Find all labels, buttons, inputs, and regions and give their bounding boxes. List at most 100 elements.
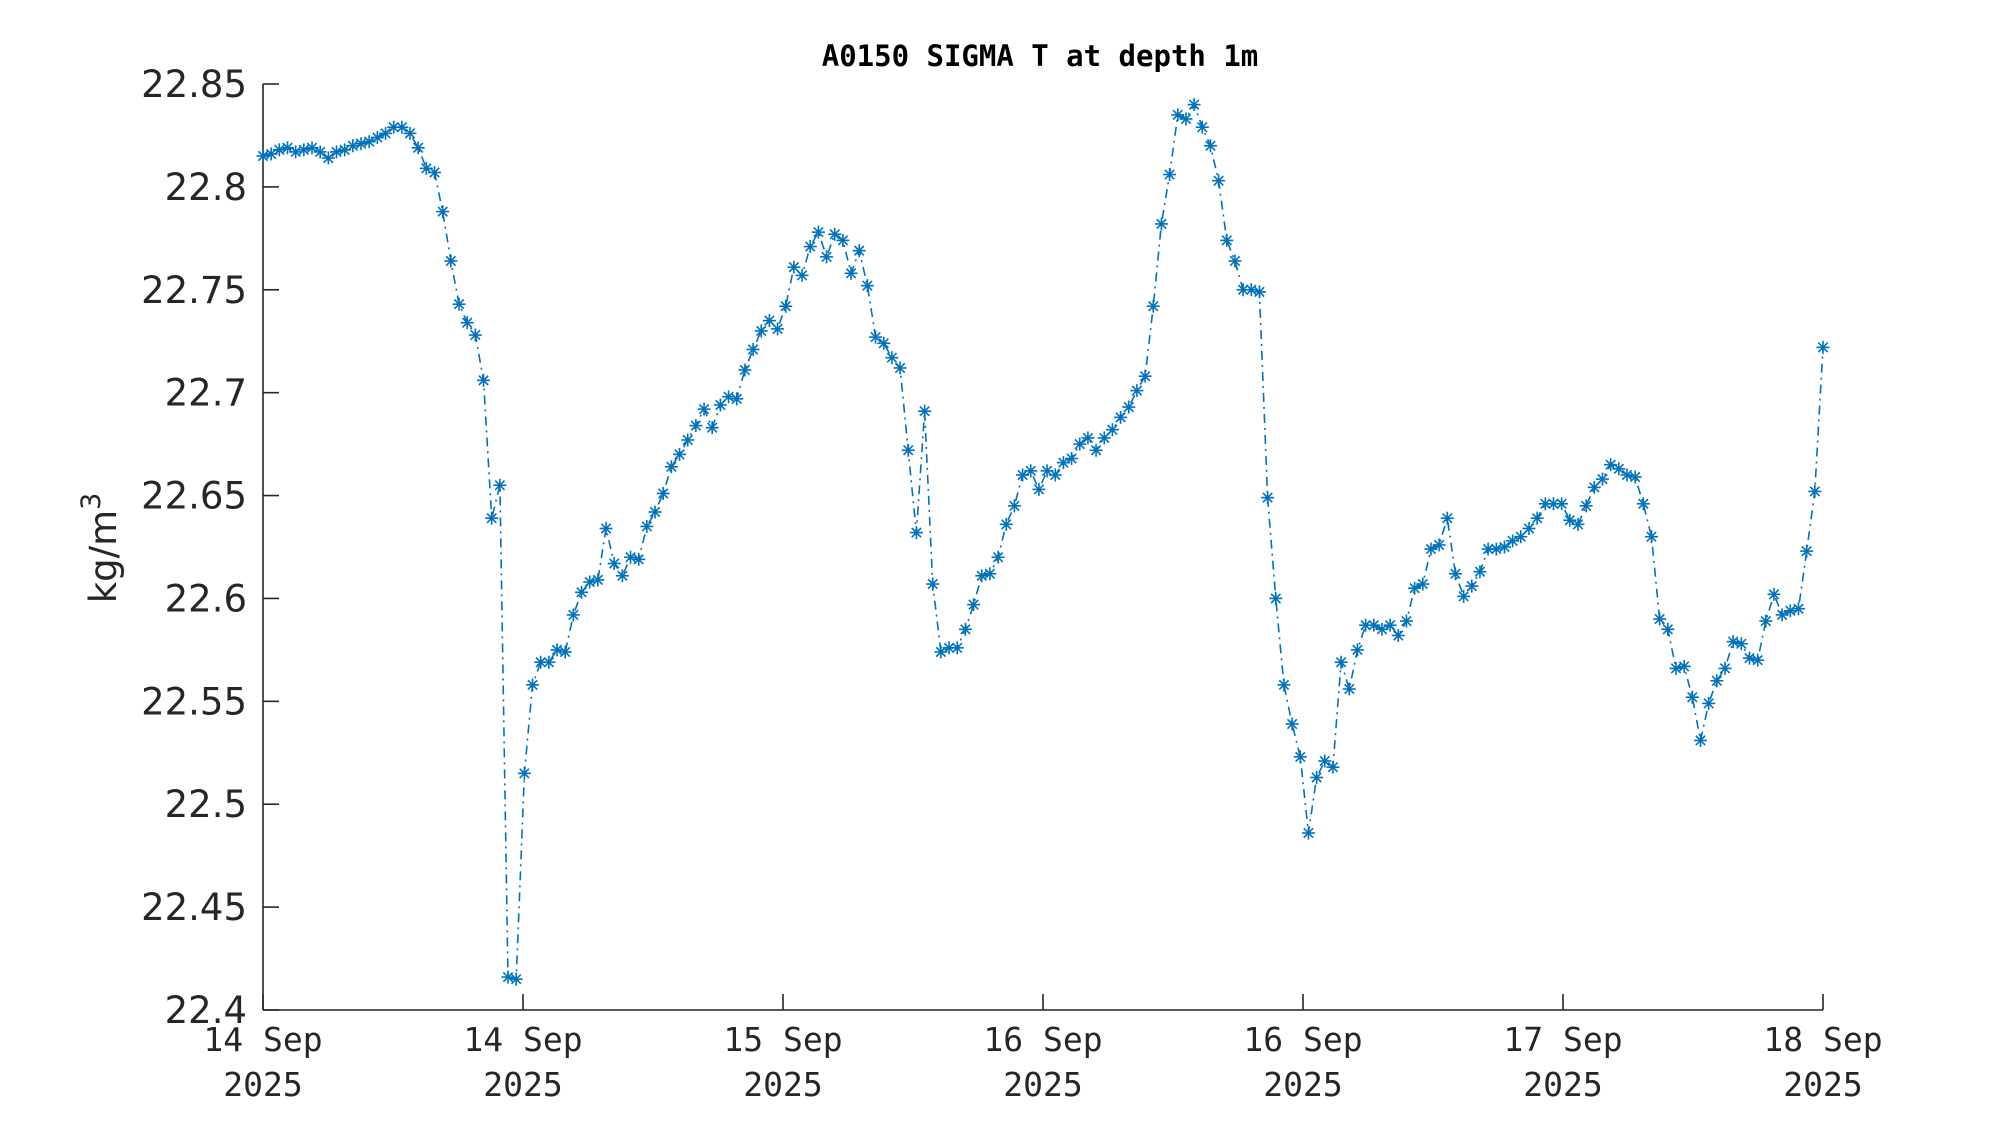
data-point (648, 505, 662, 519)
data-point (1710, 674, 1724, 688)
data-point (795, 268, 809, 282)
y-axis-label: kg/m3 (76, 493, 125, 604)
y-ticks: 22.4 22.45 22.5 22.55 22.6 22.65 22.7 22.75 22.8… (141, 63, 279, 1032)
x-tick-label-date: 16 Sep (1243, 1020, 1362, 1059)
data-point (1252, 285, 1266, 299)
data-point (411, 141, 425, 155)
data-point (1073, 437, 1087, 451)
data-point (1399, 614, 1413, 628)
data-point (1416, 577, 1430, 591)
data-point (877, 336, 891, 350)
data-point (1130, 384, 1144, 398)
data-point (664, 460, 678, 474)
data-point (713, 398, 727, 412)
series-markers (256, 98, 1830, 986)
data-point (1628, 470, 1642, 484)
data-point (330, 145, 344, 159)
data-point (1644, 530, 1658, 544)
data-point (444, 254, 458, 268)
data-point (836, 233, 850, 247)
y-tick-label: 22.75 (141, 269, 247, 312)
data-point (1048, 468, 1062, 482)
data-point (1342, 682, 1356, 696)
data-point (1816, 340, 1830, 354)
data-point (909, 526, 923, 540)
data-point (1465, 579, 1479, 593)
data-point (1751, 653, 1765, 667)
data-point (999, 517, 1013, 531)
data-point (1440, 511, 1454, 525)
data-point (893, 361, 907, 375)
data-point (1808, 484, 1822, 498)
data-point (1555, 497, 1569, 511)
x-tick-label-date: 18 Sep (1763, 1020, 1882, 1059)
data-point (762, 314, 776, 328)
data-point (1277, 678, 1291, 692)
x-tick-label-date: 14 Sep (203, 1020, 322, 1059)
data-point (746, 342, 760, 356)
data-point (722, 390, 736, 404)
data-point (1734, 637, 1748, 651)
data-point (1620, 468, 1634, 482)
data-point (656, 486, 670, 500)
data-point (1783, 604, 1797, 618)
data-point (1457, 589, 1471, 603)
data-point (1375, 622, 1389, 636)
data-point (1759, 614, 1773, 628)
data-point (615, 569, 629, 583)
data-point (1383, 618, 1397, 632)
data-point (1693, 733, 1707, 747)
data-point (705, 421, 719, 435)
y-tick-label: 22.65 (141, 475, 247, 518)
data-point (1514, 530, 1528, 544)
y-tick-label: 22.6 (165, 577, 247, 620)
data-point (493, 478, 507, 492)
data-point (289, 145, 303, 159)
data-point (1154, 217, 1168, 231)
data-point (1800, 544, 1814, 558)
data-point (1726, 635, 1740, 649)
data-point (1497, 540, 1511, 554)
data-point (1244, 283, 1258, 297)
data-point (550, 643, 564, 657)
data-point (1195, 120, 1209, 134)
data-point (591, 573, 605, 587)
data-point (730, 392, 744, 406)
data-point (1791, 602, 1805, 616)
data-point (1228, 254, 1242, 268)
data-point (697, 402, 711, 416)
y-tick-label: 22.45 (141, 886, 247, 929)
data-point (583, 575, 597, 589)
data-point (828, 227, 842, 241)
x-tick-label-year: 2025 (1263, 1065, 1342, 1104)
data-point (1105, 423, 1119, 437)
data-point (1146, 299, 1160, 313)
data-point (1571, 517, 1585, 531)
data-point (1032, 482, 1046, 496)
plot-area: 22.4 22.45 22.5 22.55 22.6 22.65 22.7 22.75 22.8… (141, 63, 1883, 1104)
data-point (297, 143, 311, 157)
data-point (1742, 651, 1756, 665)
data-point (1473, 565, 1487, 579)
data-point (362, 135, 376, 149)
data-point (811, 225, 825, 239)
data-point (1065, 452, 1079, 466)
y-tick-label: 22.85 (141, 63, 247, 106)
data-point (1016, 468, 1030, 482)
data-point (1522, 521, 1536, 535)
data-point (477, 373, 491, 387)
data-point (1187, 98, 1201, 112)
data-point (1212, 174, 1226, 188)
data-point (950, 641, 964, 655)
data-point (901, 443, 915, 457)
data-point (1685, 690, 1699, 704)
data-point (526, 678, 540, 692)
data-point (1236, 283, 1250, 297)
data-point (1163, 168, 1177, 182)
y-tick-label: 22.5 (165, 783, 247, 826)
data-point (1040, 464, 1054, 478)
data-point (1334, 655, 1348, 669)
data-point (1677, 659, 1691, 673)
data-point (460, 316, 474, 330)
data-point (787, 260, 801, 274)
